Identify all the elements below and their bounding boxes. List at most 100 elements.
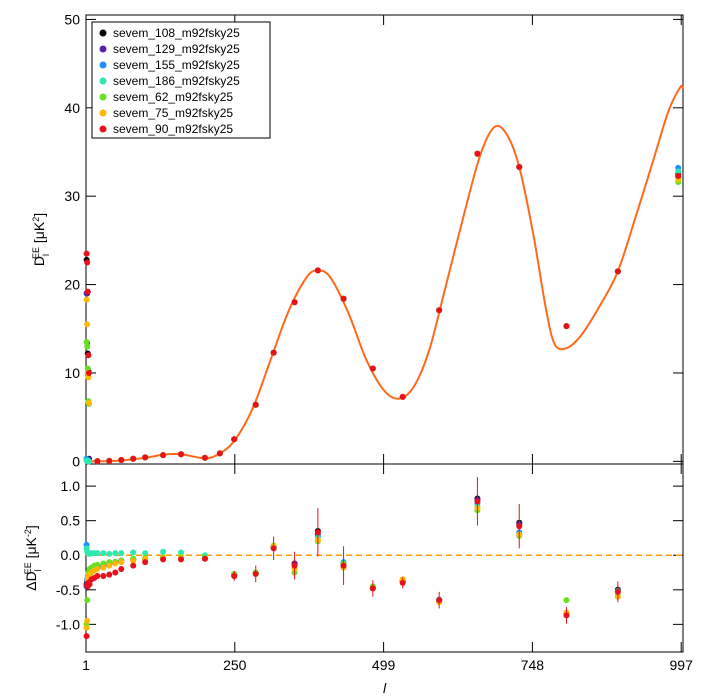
data-point — [85, 369, 92, 376]
y-tick-label: 0 — [72, 453, 80, 469]
data-point — [118, 559, 125, 566]
data-point — [314, 267, 321, 274]
legend-marker — [99, 77, 107, 85]
data-point — [100, 550, 107, 557]
y-axis-label-part: [μK — [31, 221, 47, 247]
data-point — [85, 458, 92, 465]
legend-label: sevem_186_m92fsky25 — [113, 74, 240, 88]
data-point — [118, 550, 125, 557]
data-point — [291, 299, 298, 306]
x-axis-label: l — [383, 680, 387, 696]
data-point — [94, 550, 101, 557]
data-point — [216, 450, 223, 457]
data-point — [142, 454, 149, 461]
data-point — [436, 597, 443, 604]
data-point — [201, 555, 208, 562]
y-tick-label: 30 — [64, 188, 80, 204]
data-point — [130, 549, 137, 556]
data-point — [118, 566, 125, 573]
data-point — [83, 296, 90, 303]
data-point — [474, 498, 481, 505]
data-point — [436, 307, 443, 314]
data-point — [252, 401, 259, 408]
data-point — [94, 566, 101, 573]
x-tick-label: 997 — [670, 657, 694, 673]
y-tick-label: -1.0 — [56, 616, 80, 632]
y-tick-label: 0.5 — [61, 513, 81, 529]
data-point — [252, 570, 259, 577]
data-point — [112, 560, 119, 567]
y-axis-label-part: D — [31, 256, 47, 266]
data-point — [178, 556, 185, 563]
legend-marker — [99, 29, 107, 37]
x-tick-label: 499 — [372, 657, 396, 673]
data-point — [106, 457, 113, 464]
data-point — [231, 572, 238, 579]
y-axis-label: DlEE [μK2] — [31, 213, 51, 266]
data-point — [100, 572, 107, 579]
y-axis-label-part: [μK — [23, 536, 39, 562]
data-point — [675, 172, 682, 179]
data-point — [84, 321, 91, 328]
data-point — [84, 597, 91, 604]
legend-marker — [99, 125, 107, 133]
data-point — [85, 400, 92, 407]
y-axis-label-part: 2 — [31, 217, 41, 222]
y-axis-label-part: -2 — [23, 529, 33, 537]
data-point — [369, 365, 376, 372]
legend-marker — [99, 61, 107, 69]
data-point — [130, 455, 137, 462]
data-point — [85, 352, 92, 359]
data-point — [160, 452, 167, 459]
y-axis-label: ΔDlEE [μK-2] — [23, 525, 43, 591]
y-axis-label-part: ] — [23, 525, 39, 529]
data-point — [83, 624, 90, 631]
y-tick-label: 40 — [64, 100, 80, 116]
data-point — [94, 458, 101, 465]
data-point — [340, 295, 347, 302]
data-point — [118, 457, 125, 464]
legend-label: sevem_155_m92fsky25 — [113, 58, 240, 72]
data-point — [94, 572, 101, 579]
data-point — [100, 560, 107, 567]
data-point — [516, 523, 523, 530]
y-tick-label: 20 — [64, 277, 80, 293]
y-tick-label: 50 — [64, 11, 80, 27]
data-point — [675, 168, 682, 175]
data-point — [142, 550, 149, 557]
y-tick-label: -0.5 — [56, 582, 80, 598]
data-point — [474, 150, 481, 157]
data-point — [178, 549, 185, 556]
legend-label: sevem_62_m92fsky25 — [113, 90, 233, 104]
data-point — [83, 250, 90, 257]
y-tick-label: 10 — [64, 365, 80, 381]
x-tick-label: 748 — [521, 657, 545, 673]
legend-label: sevem_90_m92fsky25 — [113, 122, 233, 136]
data-point — [231, 436, 238, 443]
legend: sevem_108_m92fsky25 sevem_129_m92fsky25se… — [91, 21, 271, 139]
y-tick-label: 0.0 — [61, 547, 81, 563]
data-point — [85, 374, 92, 381]
data-point — [106, 562, 113, 569]
y-axis-label-part: l — [41, 254, 51, 256]
data-point — [84, 343, 91, 350]
data-point — [84, 617, 91, 624]
data-point — [100, 564, 107, 571]
data-point — [106, 571, 113, 578]
bottom-frame — [85, 463, 684, 653]
x-tick-label: 1 — [82, 657, 90, 673]
data-point — [614, 588, 621, 595]
data-point — [106, 550, 113, 557]
data-point — [160, 556, 167, 563]
data-point — [614, 268, 621, 275]
legend-label: sevem_108_m92fsky25 — [113, 26, 240, 40]
data-point — [83, 339, 90, 346]
legend-label: sevem_129_m92fsky25 — [113, 42, 240, 56]
legend-box — [91, 21, 271, 139]
data-point — [291, 562, 298, 569]
data-point — [94, 561, 101, 568]
data-point — [84, 288, 91, 295]
x-tick-label: 250 — [223, 657, 247, 673]
data-point — [130, 557, 137, 564]
